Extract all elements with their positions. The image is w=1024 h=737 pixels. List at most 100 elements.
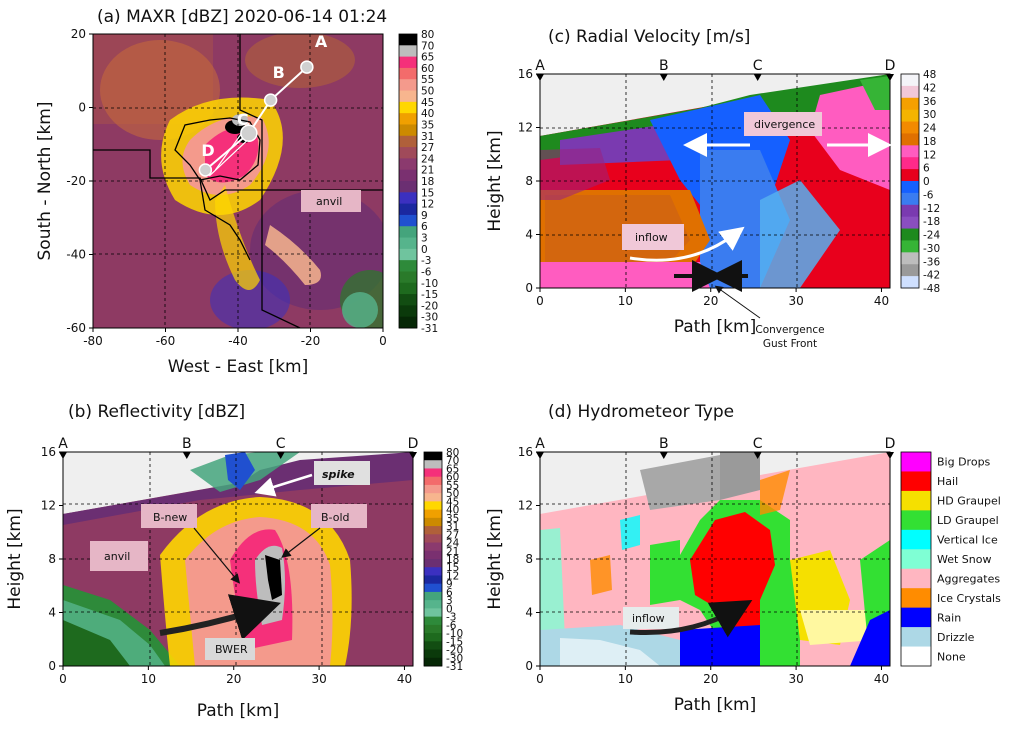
- panel-c-colorbar-label: -6: [923, 189, 934, 201]
- panel-c-colorbar-swatch: [901, 192, 919, 206]
- panel-b-colorbar-label: 55: [446, 480, 459, 492]
- panel-a-point-label-d: D: [201, 141, 214, 160]
- a-xtick-label: -80: [83, 334, 103, 348]
- panel-a-colorbar-swatch: [399, 192, 417, 205]
- panel-a-point-a: [300, 60, 314, 74]
- panel-a-colorbar-swatch: [399, 147, 417, 159]
- panel-d-legend-swatch: [901, 490, 931, 511]
- panel-d: (d) Hydrometeor Type: [485, 402, 1001, 715]
- b-ytick-label: 16: [41, 445, 56, 459]
- panel-b-inflow-arrow: [159, 594, 281, 641]
- panel-c-convergence-label: Convergence: [755, 324, 824, 336]
- panel-b-marker-d: [409, 452, 417, 459]
- panel-c-xlabel: Path [km]: [674, 317, 756, 337]
- panel-b-spike-box: [314, 461, 370, 485]
- panel-c-colorbar-label: 42: [923, 82, 936, 94]
- panel-d-legend-label: Vertical Ice: [937, 534, 998, 547]
- panel-c-title: (c) Radial Velocity [m/s]: [548, 27, 750, 47]
- panel-d-marker-a: [536, 452, 544, 459]
- panel-a-colorbar-label: -15: [421, 289, 438, 301]
- panel-b-colorbar-label: 35: [446, 513, 459, 525]
- panel-c-gustfront-label: Gust Front: [763, 338, 817, 350]
- b-ytick-label: 0: [48, 659, 56, 673]
- panel-a-colorbar-label: -6: [421, 266, 432, 278]
- panel-c-inflow-label: inflow: [635, 231, 668, 244]
- panel-b-marker-label-b: B: [182, 436, 192, 452]
- panel-a-colorbar-label: 40: [421, 108, 434, 120]
- panel-a-colorbar-swatch: [399, 305, 417, 318]
- panel-a-colorbar-swatch: [399, 282, 417, 295]
- panel-c-colorbar-swatch: [901, 264, 919, 277]
- panel-c-colorbar-label: 18: [923, 136, 936, 148]
- panel-d-legend-swatch: [901, 568, 931, 589]
- panel-b-colorbar-label: 21: [446, 546, 459, 558]
- panel-d-legend-label: LD Graupel: [937, 514, 999, 527]
- panel-b-colorbar-swatch: [424, 583, 442, 593]
- panel-a: (a) MAXR [dBZ] 2020-06-14 01:24: [35, 7, 438, 377]
- panel-d-legend-label: Hail: [937, 475, 958, 488]
- panel-b-colorbar-swatch: [424, 616, 442, 626]
- panel-c-colorbar-swatch: [901, 169, 919, 182]
- a-xtick-label: -40: [228, 334, 248, 348]
- panel-b-colorbar-swatch: [424, 608, 442, 618]
- panel-c-colorbar-label: -30: [923, 243, 940, 255]
- panel-c-inflow-arrow: [629, 226, 745, 262]
- panel-d-legend-label: Rain: [937, 611, 961, 624]
- panel-c: (c) Radial Velocity [m/s] divergence: [485, 27, 940, 350]
- c-ytick-label: 16: [518, 67, 533, 81]
- panel-d-inflow-label: inflow: [632, 612, 665, 625]
- b-xtick-label: 30: [311, 672, 326, 686]
- panel-a-colorbar-label: 12: [421, 199, 434, 211]
- a-xtick-label: -20: [301, 334, 321, 348]
- panel-a-colorbar-swatch: [399, 181, 417, 193]
- panel-b-colorbar-label: 80: [446, 447, 459, 459]
- panel-c-colorbar-label: -12: [923, 203, 940, 215]
- panel-b-spike-label: spike: [322, 468, 355, 481]
- panel-a-colorbar-label: 3: [421, 233, 428, 245]
- panel-c-colorbar-label: 48: [923, 69, 936, 81]
- panel-b-anvil-box: [90, 541, 148, 571]
- panel-b-colorbar-swatch: [424, 550, 442, 560]
- panel-b-bnew-box: [141, 504, 197, 528]
- panel-b-bold-arrow: [281, 527, 321, 558]
- panel-b-colorbar-label: 18: [446, 554, 459, 566]
- panel-b-colorbar-label: 65: [446, 463, 459, 475]
- panel-a-colorbar-label: 21: [421, 165, 434, 177]
- panel-b-marker-label-d: D: [408, 436, 419, 452]
- panel-c-marker-a: [536, 74, 544, 81]
- panel-b-colorbar-label: 70: [446, 455, 459, 467]
- panel-d-legend-label: Wet Snow: [937, 553, 992, 566]
- panel-b-colorbar-label: 6: [446, 587, 453, 599]
- panel-c-colorbar-swatch: [901, 109, 919, 123]
- panel-b-colorbar-frame: [423, 451, 443, 667]
- b-xtick-label: 20: [226, 672, 241, 686]
- panel-b-colorbar: 807065605550454035312724211815129630-3-6…: [423, 447, 463, 673]
- panel-b-colorbar-swatch: [424, 476, 442, 486]
- panel-a-colorbar-label: 6: [421, 221, 428, 233]
- panel-a-colorbar-label: 50: [421, 86, 434, 98]
- panel-c-colorbar-label: -48: [923, 283, 940, 295]
- d-ytick-label: 8: [525, 552, 533, 566]
- panel-c-colorbar-swatch: [901, 276, 919, 289]
- panel-a-colorbar-swatch: [399, 294, 417, 306]
- panel-d-legend-swatch: [901, 627, 931, 648]
- c-xtick-label: 40: [874, 294, 889, 308]
- panel-c-marker-label-a: A: [535, 58, 545, 74]
- b-xtick-label: 0: [59, 672, 67, 686]
- panel-d-xlabel: Path [km]: [674, 695, 756, 715]
- panel-b-colorbar-swatch: [424, 484, 442, 494]
- panel-d-inflow-box: [623, 607, 679, 629]
- panel-c-colorbar-frame: [900, 73, 920, 289]
- panel-a-anvil-box: [301, 190, 361, 212]
- panel-d-inflow-arrow: [629, 600, 753, 638]
- d-ytick-label: 16: [518, 445, 533, 459]
- panel-b-colorbar-label: -31: [446, 661, 463, 673]
- panel-b-colorbar-swatch: [424, 501, 442, 511]
- panel-c-marker-b: [659, 74, 668, 81]
- panel-d-title: (d) Hydrometeor Type: [548, 402, 734, 422]
- panel-b-anvil-label: anvil: [104, 550, 130, 563]
- panel-a-colorbar-swatch: [399, 101, 417, 114]
- panel-a-colorbar-label: 18: [421, 176, 434, 188]
- panel-c-yticks: 16 12 8 4 0: [518, 67, 540, 295]
